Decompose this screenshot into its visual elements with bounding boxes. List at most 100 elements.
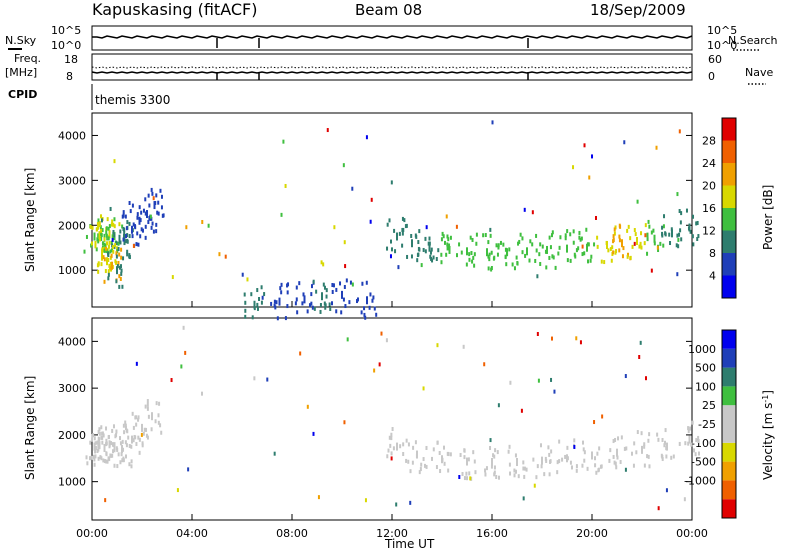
y-tick-label: 3000	[58, 382, 86, 395]
data-cell	[401, 231, 404, 236]
data-cell	[308, 303, 311, 308]
data-cell	[473, 252, 476, 257]
data-cell	[115, 241, 118, 246]
data-cell	[131, 225, 133, 234]
data-cell	[96, 440, 99, 445]
noise-cell	[207, 223, 210, 228]
data-cell	[556, 470, 559, 475]
data-cell	[612, 250, 615, 255]
data-cell	[119, 441, 122, 446]
data-cell	[128, 255, 131, 260]
data-cell	[534, 258, 537, 263]
data-cell	[612, 234, 615, 239]
data-cell	[693, 448, 696, 453]
data-cell	[594, 463, 597, 468]
noise-cell	[550, 336, 553, 341]
data-cell	[641, 445, 643, 454]
noise-cell	[678, 129, 681, 134]
data-cell	[513, 473, 516, 478]
data-cell	[613, 460, 616, 465]
noise-cell	[650, 268, 653, 273]
data-cell	[105, 226, 108, 231]
data-cell	[482, 233, 485, 238]
data-cell	[119, 436, 122, 441]
y-tick-label: 4000	[58, 335, 86, 348]
data-cell	[612, 454, 615, 459]
data-cell	[669, 241, 672, 246]
data-cell	[564, 454, 567, 459]
data-cell	[614, 461, 617, 466]
data-cell	[548, 235, 551, 240]
noise-cell	[320, 260, 323, 265]
data-cell	[691, 420, 694, 425]
power-y-label: Slant Range [km]	[23, 168, 37, 272]
data-cell	[295, 285, 298, 290]
data-cell	[128, 221, 131, 226]
data-cell	[581, 252, 584, 257]
data-cell	[124, 426, 127, 431]
data-cell	[100, 262, 103, 267]
colorbar-tick-label: 1000	[688, 343, 716, 356]
data-cell	[670, 455, 673, 460]
data-cell	[545, 265, 548, 270]
data-cell	[569, 258, 572, 263]
data-cell	[263, 292, 266, 297]
colorbar-tick-label: 8	[709, 247, 716, 260]
data-cell	[631, 451, 634, 456]
noise-cell	[425, 225, 428, 230]
colorbar-tick-label: -100	[691, 437, 716, 450]
data-cell	[609, 448, 612, 453]
data-cell	[341, 290, 343, 299]
data-cell	[331, 301, 334, 306]
noise-cell	[553, 389, 556, 394]
nsky-tick-top-right: 10^5	[707, 24, 737, 37]
data-cell	[93, 457, 96, 462]
noise-cell	[317, 495, 320, 500]
data-cell	[375, 312, 378, 317]
data-cell	[131, 435, 133, 444]
data-cell	[356, 297, 359, 302]
data-cell	[613, 231, 616, 236]
y-tick-label: 4000	[58, 129, 86, 142]
data-cell	[139, 234, 142, 239]
freq-tick-bottom: 8	[66, 70, 73, 83]
data-cell	[581, 463, 584, 468]
data-cell	[145, 433, 148, 438]
colorbar-segment	[722, 424, 736, 443]
data-cell	[653, 241, 656, 246]
noise-cell	[109, 206, 112, 211]
data-cell	[294, 301, 297, 306]
y-tick-label: 2000	[58, 429, 86, 442]
data-cell	[506, 251, 509, 256]
data-cell	[493, 454, 496, 459]
data-cell	[422, 247, 425, 252]
data-cell	[319, 303, 322, 308]
data-cell	[98, 427, 101, 432]
data-cell	[636, 430, 639, 435]
data-cell	[108, 240, 111, 245]
data-cell	[286, 290, 289, 295]
data-cell	[670, 227, 673, 232]
data-cell	[94, 454, 97, 459]
data-cell	[412, 445, 415, 450]
noise-cell	[390, 456, 393, 461]
data-cell	[100, 228, 103, 233]
data-cell	[111, 261, 113, 270]
data-cell	[131, 203, 134, 208]
data-cell	[439, 469, 442, 474]
data-cell	[589, 258, 592, 263]
data-cell	[640, 245, 643, 250]
data-cell	[113, 442, 116, 451]
data-cell	[96, 222, 99, 227]
data-cell	[529, 239, 532, 244]
x-tick-label: 16:00	[476, 527, 508, 540]
data-cell	[513, 468, 516, 473]
data-cell	[97, 269, 100, 274]
colorbar-segment	[722, 275, 736, 298]
data-cell	[643, 442, 646, 447]
data-cell	[115, 254, 118, 259]
data-cell	[652, 228, 655, 233]
data-cell	[119, 240, 122, 245]
noise-cell	[520, 408, 523, 413]
data-cell	[124, 214, 127, 219]
